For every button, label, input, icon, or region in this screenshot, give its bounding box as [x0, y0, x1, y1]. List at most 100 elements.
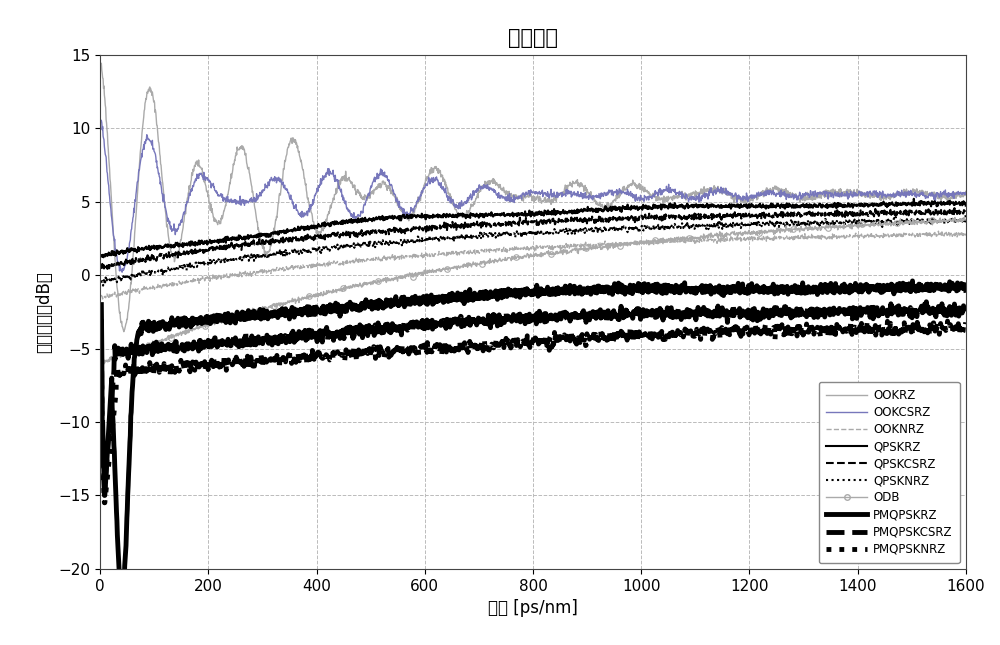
OOKRZ — [960, 188, 972, 195]
Y-axis label: 输出信号（dB）: 输出信号（dB） — [35, 271, 53, 353]
QPSKRZ — [95, 252, 107, 260]
OOKNRZ — [960, 230, 972, 237]
QPSKRZ — [935, 201, 947, 209]
OOKRZ — [493, 181, 505, 188]
QPSKCSRZ — [935, 206, 947, 214]
OOKNRZ — [776, 233, 788, 241]
Line: PMQPSKNRZ: PMQPSKNRZ — [101, 321, 966, 502]
OOKCSRZ — [116, 268, 128, 276]
OOKRZ — [516, 197, 528, 204]
PMQPSKCSRZ — [935, 303, 947, 310]
PMQPSKCSRZ — [960, 308, 972, 315]
QPSKNRZ — [140, 271, 152, 279]
OOKRZ — [935, 195, 947, 203]
PMQPSKNRZ — [98, 499, 110, 506]
OOKCSRZ — [140, 136, 152, 144]
PMQPSKRZ — [95, 301, 107, 308]
QPSKCSRZ — [101, 265, 113, 273]
PMQPSKNRZ — [95, 330, 107, 338]
PMQPSKNRZ — [960, 319, 972, 326]
PMQPSKCSRZ — [95, 315, 107, 323]
Legend: OOKRZ, OOKCSRZ, OOKNRZ, QPSKRZ, QPSKCSRZ, QPSKNRZ, ODB, PMQPSKRZ, PMQPSKCSRZ, PM: OOKRZ, OOKCSRZ, OOKNRZ, QPSKRZ, QPSKCSRZ… — [819, 382, 960, 563]
QPSKCSRZ — [935, 209, 947, 217]
PMQPSKNRZ — [935, 322, 947, 330]
OOKCSRZ — [516, 190, 528, 198]
PMQPSKNRZ — [493, 342, 505, 350]
PMQPSKRZ — [960, 286, 972, 294]
OOKRZ — [118, 328, 130, 335]
Line: OOKNRZ: OOKNRZ — [101, 231, 966, 299]
PMQPSKNRZ — [776, 326, 788, 334]
QPSKRZ — [960, 202, 972, 210]
PMQPSKCSRZ — [493, 311, 505, 319]
OOKNRZ — [140, 284, 152, 292]
Line: QPSKRZ: QPSKRZ — [101, 199, 966, 257]
OOKCSRZ — [935, 188, 947, 195]
OOKRZ — [935, 197, 947, 204]
QPSKNRZ — [516, 230, 528, 237]
QPSKRZ — [493, 211, 505, 219]
PMQPSKNRZ — [935, 320, 947, 328]
QPSKNRZ — [95, 279, 107, 286]
QPSKCSRZ — [960, 213, 972, 221]
OOKNRZ — [516, 245, 528, 253]
Line: OOKCSRZ: OOKCSRZ — [101, 121, 966, 272]
QPSKNRZ — [960, 216, 972, 224]
OOKRZ — [140, 95, 152, 103]
QPSKNRZ — [97, 282, 109, 290]
OOKRZ — [95, 59, 107, 67]
QPSKRZ — [908, 195, 920, 203]
PMQPSKRZ — [140, 324, 152, 332]
Line: PMQPSKCSRZ: PMQPSKCSRZ — [101, 302, 966, 488]
PMQPSKCSRZ — [140, 345, 152, 353]
PMQPSKNRZ — [140, 364, 152, 372]
PMQPSKRZ — [493, 290, 505, 297]
QPSKRZ — [935, 198, 947, 206]
PMQPSKNRZ — [942, 317, 954, 325]
X-axis label: 色散 [ps/nm]: 色散 [ps/nm] — [488, 599, 578, 617]
QPSKRZ — [516, 209, 528, 217]
OOKNRZ — [935, 232, 947, 239]
OOKNRZ — [932, 227, 944, 235]
OOKCSRZ — [960, 189, 972, 197]
PMQPSKCSRZ — [98, 484, 110, 492]
PMQPSKNRZ — [516, 337, 528, 344]
PMQPSKRZ — [116, 599, 128, 606]
QPSKCSRZ — [140, 255, 152, 263]
QPSKCSRZ — [516, 219, 528, 226]
QPSKRZ — [98, 253, 110, 261]
Line: QPSKCSRZ: QPSKCSRZ — [101, 208, 966, 269]
PMQPSKCSRZ — [935, 307, 947, 315]
OOKNRZ — [493, 246, 505, 254]
PMQPSKCSRZ — [516, 317, 528, 325]
QPSKRZ — [140, 244, 152, 252]
OOKCSRZ — [776, 189, 788, 197]
OOKNRZ — [97, 295, 109, 303]
Line: PMQPSKRZ: PMQPSKRZ — [101, 281, 966, 602]
PMQPSKRZ — [935, 283, 947, 290]
QPSKCSRZ — [95, 263, 107, 271]
OOKNRZ — [935, 231, 947, 239]
QPSKCSRZ — [776, 208, 788, 216]
PMQPSKRZ — [935, 286, 947, 293]
OOKRZ — [776, 187, 788, 195]
Line: OOKRZ: OOKRZ — [101, 63, 966, 332]
QPSKCSRZ — [948, 204, 960, 212]
Line: QPSKNRZ: QPSKNRZ — [101, 217, 966, 286]
OOKCSRZ — [95, 117, 107, 124]
QPSKNRZ — [890, 213, 902, 221]
QPSKRZ — [776, 203, 788, 211]
OOKNRZ — [95, 291, 107, 299]
PMQPSKCSRZ — [920, 298, 932, 306]
QPSKNRZ — [776, 219, 788, 227]
OOKCSRZ — [935, 190, 947, 198]
PMQPSKCSRZ — [776, 308, 788, 315]
Title: 样本曲线: 样本曲线 — [508, 28, 558, 48]
PMQPSKRZ — [907, 277, 919, 284]
QPSKNRZ — [493, 230, 505, 237]
QPSKCSRZ — [493, 220, 505, 228]
PMQPSKRZ — [776, 288, 788, 295]
QPSKNRZ — [935, 217, 947, 225]
PMQPSKRZ — [516, 288, 528, 296]
OOKCSRZ — [493, 192, 505, 199]
